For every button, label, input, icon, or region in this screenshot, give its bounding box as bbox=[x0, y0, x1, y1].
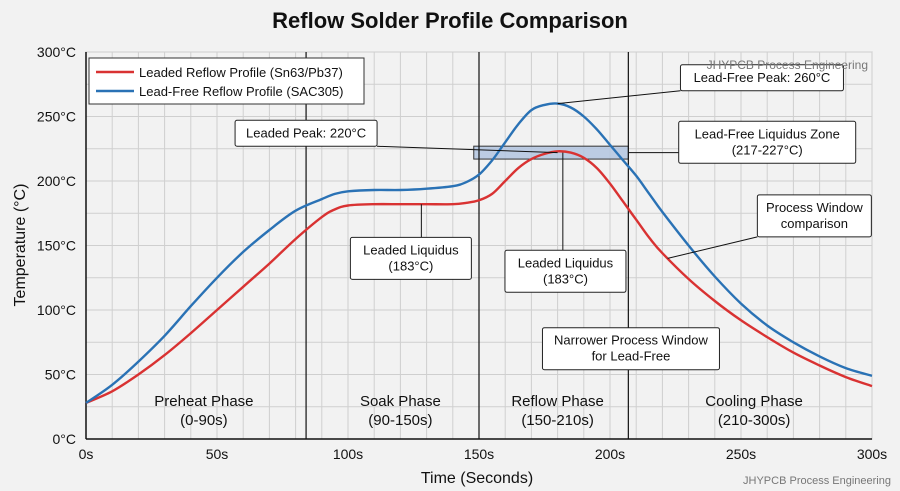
annotation-text: Lead-Free Liquidus Zone bbox=[695, 126, 840, 141]
phase-range-label: (210-300s) bbox=[718, 412, 791, 429]
x-tick-label: 50s bbox=[206, 446, 229, 462]
chart-title: Reflow Solder Profile Comparison bbox=[272, 8, 628, 33]
x-tick-label: 100s bbox=[333, 446, 363, 462]
legend: Leaded Reflow Profile (Sn63/Pb37) Lead-Fr… bbox=[88, 57, 365, 105]
annotation-text: comparison bbox=[781, 216, 848, 231]
x-tick-label: 150s bbox=[464, 446, 494, 462]
phase-boundaries bbox=[305, 52, 629, 439]
annotation-text: Leaded Liquidus bbox=[363, 242, 459, 257]
watermark-bottom: JHYPCB Process Engineering bbox=[743, 475, 891, 487]
phase-range-label: (150-210s) bbox=[521, 412, 594, 429]
phase-name-label: Reflow Phase bbox=[511, 393, 604, 410]
phase-name-label: Cooling Phase bbox=[705, 393, 803, 410]
x-tick-label: 200s bbox=[595, 446, 625, 462]
annotations: Lead-Free Peak: 260°C Leaded Peak: 220°C L… bbox=[234, 64, 872, 371]
phase-range-label: (90-150s) bbox=[368, 412, 432, 429]
x-tick-label: 250s bbox=[726, 446, 756, 462]
y-tick-label: 0°C bbox=[53, 431, 77, 447]
annotation-text: (183°C) bbox=[388, 258, 433, 273]
annotation-text: Narrower Process Window bbox=[554, 333, 708, 348]
legend-entry: Lead-Free Reflow Profile (SAC305) bbox=[139, 84, 343, 99]
annotation-text: Leaded Liquidus bbox=[518, 255, 614, 270]
annotation-lf-zone: Lead-Free Liquidus Zone(217-227°C) bbox=[628, 120, 857, 164]
annotation-text: (217-227°C) bbox=[732, 142, 803, 157]
y-tick-label: 50°C bbox=[45, 367, 76, 383]
annotation-box bbox=[678, 120, 857, 164]
annotation-ll2: Leaded Liquidus(183°C) bbox=[504, 152, 627, 293]
x-axis-label: Time (Seconds) bbox=[421, 470, 533, 487]
annotation-text: Lead-Free Peak: 260°C bbox=[694, 70, 831, 85]
annotation-leaded-peak: Leaded Peak: 220°C bbox=[234, 119, 558, 154]
annotation-text: Leaded Peak: 220°C bbox=[246, 125, 366, 140]
annotation-box bbox=[541, 327, 720, 371]
leaded-profile-line bbox=[85, 150, 873, 404]
series-layer bbox=[85, 102, 873, 404]
y-axis-label: Temperature (°C) bbox=[12, 184, 29, 307]
annotation-text: (183°C) bbox=[543, 271, 588, 286]
legend-entry: Leaded Reflow Profile (Sn63/Pb37) bbox=[139, 65, 343, 80]
y-tick-label: 250°C bbox=[37, 109, 76, 125]
annotation-text: for Lead-Free bbox=[592, 349, 671, 364]
x-tick-label: 300s bbox=[857, 446, 887, 462]
annotation-box bbox=[349, 236, 472, 280]
phase-labels: Preheat Phase (0-90s) Soak Phase (90-150s) R… bbox=[154, 393, 803, 429]
annotation-box bbox=[234, 119, 378, 147]
x-tick-label: 0s bbox=[79, 446, 94, 462]
annotation-box bbox=[679, 64, 844, 92]
annotation-box bbox=[756, 194, 872, 238]
annotation-leader bbox=[667, 236, 758, 259]
annotation-text: Process Window bbox=[766, 200, 863, 215]
phase-range-label: (0-90s) bbox=[180, 412, 228, 429]
watermark-top: JHYPCB Process Engineering bbox=[707, 58, 868, 72]
annotation-box bbox=[504, 249, 627, 293]
y-tick-label: 150°C bbox=[37, 238, 76, 254]
lead-free-profile-line bbox=[85, 102, 873, 404]
legend-box bbox=[88, 57, 365, 105]
y-tick-label: 200°C bbox=[37, 173, 76, 189]
y-tick-label: 100°C bbox=[37, 302, 76, 318]
phase-name-label: Soak Phase bbox=[360, 393, 441, 410]
annotation-leader bbox=[557, 90, 681, 105]
y-tick-label: 300°C bbox=[37, 44, 76, 60]
phase-name-label: Preheat Phase bbox=[154, 393, 253, 410]
tick-labels: 0s 50s 100s 150s 200s 250s 300s 0°C 50°C 100°C 150… bbox=[37, 44, 887, 462]
annotation-lf-peak: Lead-Free Peak: 260°C bbox=[557, 64, 844, 105]
annotation-leader bbox=[377, 145, 558, 154]
annotation-ll1: Leaded Liquidus(183°C) bbox=[349, 204, 472, 280]
